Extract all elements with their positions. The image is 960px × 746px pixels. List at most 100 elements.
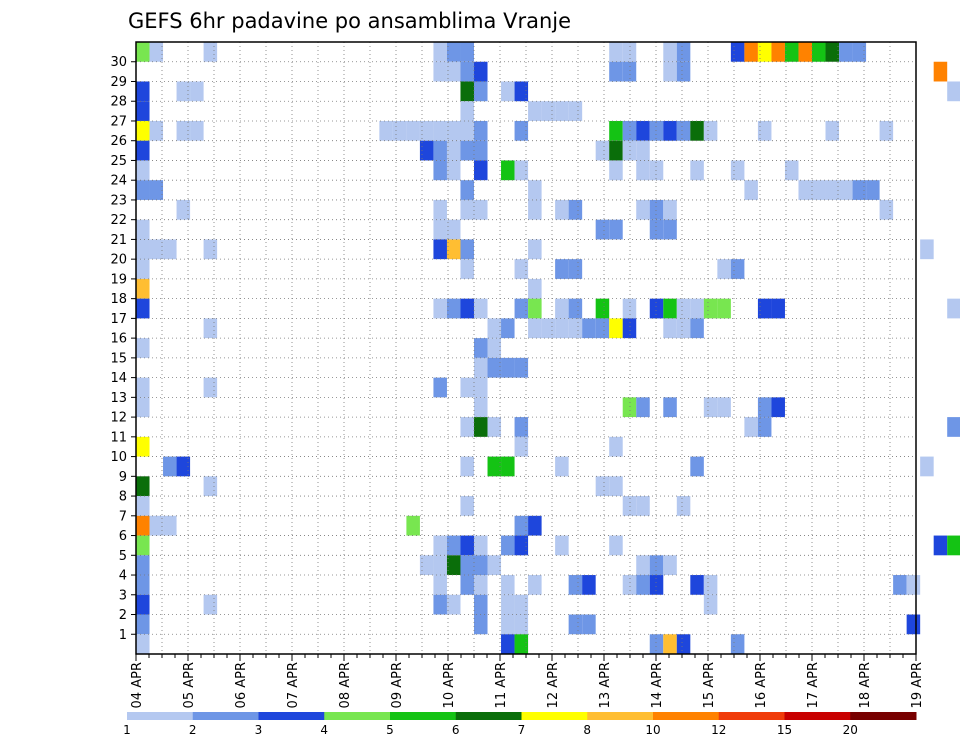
heatmap-cell bbox=[649, 555, 664, 576]
heatmap-cell bbox=[568, 298, 583, 319]
heatmap-cell bbox=[419, 140, 434, 161]
heatmap-cell bbox=[419, 555, 434, 576]
heatmap-cell bbox=[487, 417, 502, 437]
heatmap-cell bbox=[446, 61, 461, 82]
heatmap-cell bbox=[433, 199, 447, 220]
heatmap-cell bbox=[649, 219, 664, 240]
heatmap-cell bbox=[825, 120, 840, 141]
heatmap-cell bbox=[514, 515, 529, 536]
heatmap-cell bbox=[663, 120, 677, 141]
x-tick-label: 04 APR bbox=[130, 662, 145, 708]
heatmap-cell bbox=[528, 575, 542, 595]
colorbar-label: 7 bbox=[518, 723, 526, 737]
heatmap-cell bbox=[203, 239, 218, 260]
heatmap-cell bbox=[203, 476, 218, 497]
heatmap-cell bbox=[595, 140, 610, 161]
colorbar-label: 8 bbox=[583, 723, 591, 737]
heatmap-cell bbox=[514, 298, 529, 319]
heatmap-cell bbox=[446, 42, 461, 62]
heatmap-cell bbox=[568, 101, 583, 121]
heatmap-cell bbox=[203, 42, 218, 62]
heatmap-cell bbox=[771, 42, 785, 62]
heatmap-cell bbox=[582, 575, 596, 595]
colorbar-swatch bbox=[455, 712, 522, 720]
y-tick-label: 6 bbox=[119, 529, 127, 544]
y-tick-label: 30 bbox=[110, 55, 127, 70]
x-axis: 04 APR 05 APR 06 APR 07 APR 08 APR 09 APR 10 A… bbox=[130, 654, 925, 708]
heatmap-cell bbox=[460, 417, 474, 437]
heatmap-cell bbox=[812, 42, 826, 62]
heatmap-cell bbox=[446, 298, 461, 319]
heatmap-cell bbox=[474, 397, 488, 418]
heatmap-cell bbox=[568, 614, 583, 635]
heatmap-cell bbox=[622, 120, 637, 141]
heatmap-cell bbox=[460, 535, 474, 556]
heatmap-cell bbox=[474, 357, 488, 378]
heatmap-cell bbox=[446, 535, 461, 556]
heatmap-cell bbox=[676, 42, 691, 62]
heatmap-cell bbox=[649, 199, 664, 220]
y-tick-label: 16 bbox=[110, 332, 127, 347]
colorbar-label: 3 bbox=[255, 723, 263, 737]
heatmap-cell bbox=[730, 160, 745, 181]
heatmap-cell bbox=[595, 318, 610, 339]
y-tick-label: 10 bbox=[110, 450, 127, 465]
heatmap-cell bbox=[176, 456, 191, 477]
heatmap-cell bbox=[717, 397, 731, 418]
colorbar-swatch bbox=[324, 712, 391, 720]
heatmap-cell bbox=[514, 417, 529, 437]
colorbar-label: 15 bbox=[777, 723, 792, 737]
x-tick-label: 05 APR bbox=[182, 662, 197, 708]
colorbar-label: 6 bbox=[452, 723, 460, 737]
y-tick-label: 17 bbox=[110, 312, 127, 327]
heatmap-cell bbox=[474, 594, 488, 615]
heatmap-cell bbox=[460, 496, 474, 516]
heatmap-cell bbox=[622, 140, 637, 161]
heatmap-cell bbox=[460, 555, 474, 576]
heatmap-cell bbox=[433, 219, 447, 240]
heatmap-cell bbox=[514, 436, 529, 457]
heatmap-cell bbox=[379, 120, 393, 141]
heatmap-cell bbox=[622, 298, 637, 319]
heatmap-cell bbox=[852, 42, 867, 62]
y-tick-label: 27 bbox=[110, 114, 127, 129]
heatmap-cell bbox=[446, 120, 461, 141]
heatmap-cell bbox=[649, 298, 664, 319]
heatmap-cell bbox=[446, 594, 461, 615]
heatmap-cell bbox=[474, 338, 488, 358]
heatmap-cell bbox=[703, 120, 718, 141]
colorbar-swatch bbox=[390, 712, 457, 720]
heatmap-cell bbox=[663, 318, 677, 339]
y-tick-label: 28 bbox=[110, 95, 127, 110]
heatmap-cell bbox=[839, 180, 853, 200]
heatmap-cell bbox=[487, 357, 502, 378]
colorbar-swatch bbox=[521, 712, 588, 720]
heatmap-cell bbox=[136, 101, 150, 121]
heatmap-cell bbox=[474, 535, 488, 556]
heatmap-cell bbox=[514, 81, 529, 102]
y-tick-label: 13 bbox=[110, 391, 127, 406]
heatmap-cell bbox=[474, 377, 488, 398]
heatmap-cell bbox=[433, 120, 447, 141]
heatmap-cell bbox=[663, 219, 677, 240]
heatmap-cell bbox=[514, 535, 529, 556]
colorbar-swatch bbox=[127, 712, 194, 720]
heatmap-cell bbox=[663, 42, 677, 62]
heatmap-cell bbox=[784, 160, 799, 181]
heatmap-cell bbox=[622, 575, 637, 595]
heatmap-cell bbox=[933, 535, 948, 556]
heatmap-cell bbox=[460, 259, 474, 279]
heatmap-cell bbox=[474, 140, 488, 161]
y-tick-label: 29 bbox=[110, 75, 127, 90]
heatmap-cell bbox=[514, 634, 529, 654]
heatmap-cell bbox=[622, 496, 637, 516]
heatmap-cell bbox=[176, 199, 191, 220]
heatmap-cell bbox=[474, 575, 488, 595]
y-tick-label: 24 bbox=[110, 174, 127, 189]
heatmap-cell bbox=[906, 614, 921, 635]
heatmap-cell bbox=[514, 357, 529, 378]
y-tick-label: 20 bbox=[110, 253, 127, 268]
heatmap-cell bbox=[730, 42, 745, 62]
x-tick-label: 10 APR bbox=[442, 662, 457, 708]
